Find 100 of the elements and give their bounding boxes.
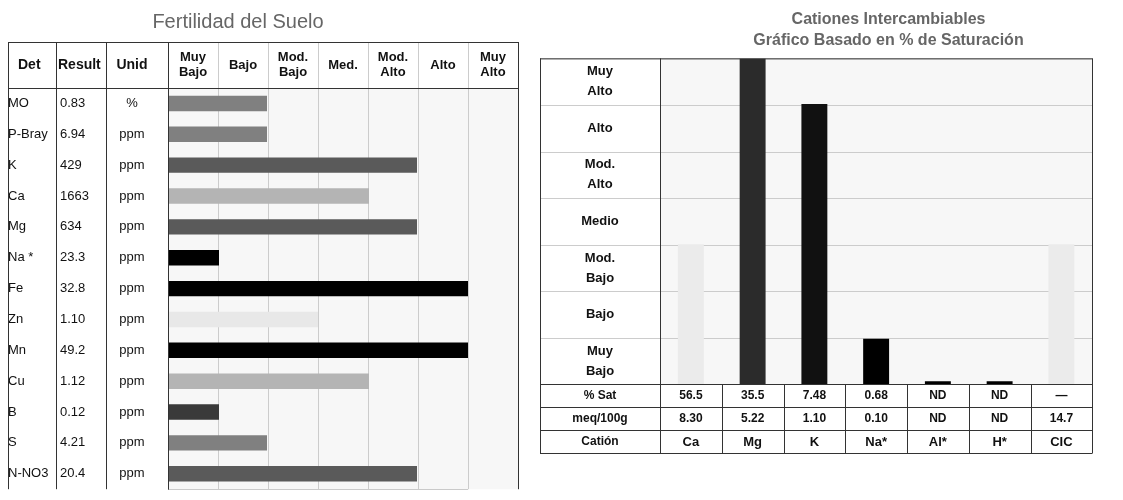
text: 7.48 — [802, 388, 827, 403]
bar — [924, 381, 951, 385]
text: — — [1055, 388, 1068, 403]
y-tick-label: Mg — [8, 218, 27, 234]
text: ppm — [119, 434, 145, 450]
y-tick-label: N-NO3 — [8, 465, 49, 481]
text: Muy Bajo — [178, 49, 208, 80]
y-tick-label: Na * — [8, 249, 34, 265]
x-tick-label: Na* — [865, 433, 888, 449]
chart-title: Fertilidad del Suelo — [152, 9, 324, 32]
x-tick-label: Mg — [743, 433, 763, 449]
y-tick-label: B — [8, 403, 17, 419]
text: 1.12 — [60, 372, 86, 388]
bar — [168, 95, 267, 112]
text: 634 — [60, 218, 82, 234]
text: ND — [990, 411, 1009, 426]
text: 0.83 — [60, 95, 86, 111]
bar — [168, 435, 267, 451]
text: Muy Alto — [480, 49, 507, 80]
text: Med. — [328, 56, 358, 72]
x-axis-title: Catión — [581, 434, 619, 449]
text: ppm — [119, 125, 145, 141]
text: 14.7 — [1049, 411, 1074, 426]
bar — [168, 250, 219, 266]
text: Mod. Bajo — [584, 249, 616, 285]
text: Mod. Bajo — [277, 49, 309, 80]
text: 4.21 — [60, 434, 86, 450]
text: 5.22 — [740, 411, 765, 426]
text: ND — [929, 411, 947, 426]
text: meq/100g — [572, 411, 628, 426]
bar — [863, 338, 890, 385]
text: 6.94 — [60, 125, 86, 141]
text: Bajo — [228, 56, 258, 72]
text: 0.68 — [864, 388, 889, 403]
x-tick-label: Ca — [682, 433, 700, 449]
text: ppm — [119, 218, 145, 234]
text: ppm — [119, 187, 145, 203]
bar — [986, 381, 1013, 385]
y-tick-label: Zn — [8, 311, 24, 327]
text: % Sat — [583, 388, 617, 403]
text: 1663 — [60, 187, 89, 203]
text: ND — [929, 388, 947, 403]
bar — [168, 342, 468, 359]
text: ppm — [119, 280, 145, 296]
text: ppm — [119, 372, 145, 388]
text: 23.3 — [60, 249, 86, 265]
bar — [168, 188, 369, 204]
y-tick-label: Mn — [8, 341, 27, 357]
text: 0.12 — [60, 403, 86, 419]
text: 0.10 — [864, 411, 889, 426]
chart-title: Cationes Intercambiables — [791, 10, 986, 28]
text: Mod. Alto — [584, 156, 616, 192]
bar — [168, 373, 369, 389]
text: ppm — [119, 249, 145, 265]
text: 429 — [60, 156, 82, 172]
y-axis-title: Det — [18, 55, 41, 72]
text: Result — [58, 55, 102, 72]
chart-subtitle: Gráfico Basado en % de Saturación — [753, 31, 1024, 49]
text: ppm — [119, 403, 145, 419]
text: ND — [990, 388, 1009, 403]
text: 49.2 — [60, 341, 86, 357]
y-tick-label: Fe — [8, 280, 24, 296]
text: ppm — [119, 156, 145, 172]
bar — [168, 157, 417, 173]
bar — [168, 404, 219, 420]
text: 56.5 — [679, 388, 703, 403]
text: Bajo — [585, 306, 615, 322]
x-tick-label: K — [809, 433, 820, 449]
text: ppm — [119, 341, 145, 357]
bar — [801, 104, 828, 385]
bar — [168, 311, 318, 328]
bar — [168, 219, 417, 235]
text: Medio — [581, 212, 619, 228]
x-tick-label: H* — [992, 433, 1008, 449]
x-tick-label: Al* — [928, 433, 948, 449]
y-tick-label: S — [8, 434, 17, 450]
y-tick-label: P-Bray — [8, 125, 49, 141]
text: 1.10 — [802, 411, 827, 426]
y-tick-label: MO — [8, 95, 29, 111]
bar — [168, 466, 417, 482]
text: % — [126, 95, 139, 111]
text: 32.8 — [60, 280, 86, 296]
bar — [168, 280, 468, 297]
text: 1.10 — [60, 311, 86, 327]
text: ppm — [119, 311, 145, 327]
y-tick-label: Ca — [8, 187, 26, 203]
text: Alto — [587, 119, 613, 135]
text: Mod. Alto — [377, 49, 409, 80]
text: Muy Bajo — [585, 342, 615, 378]
y-tick-label: Cu — [8, 372, 25, 388]
y-tick-label: K — [8, 156, 17, 172]
text: Unid — [116, 55, 148, 72]
text: 8.30 — [679, 411, 703, 426]
text: Alto — [430, 56, 456, 72]
x-tick-label: CIC — [1050, 433, 1074, 449]
text: ppm — [119, 465, 145, 481]
text: 35.5 — [740, 388, 765, 403]
text: 20.4 — [60, 465, 86, 481]
bar — [168, 126, 267, 143]
text: Muy Alto — [587, 63, 614, 99]
